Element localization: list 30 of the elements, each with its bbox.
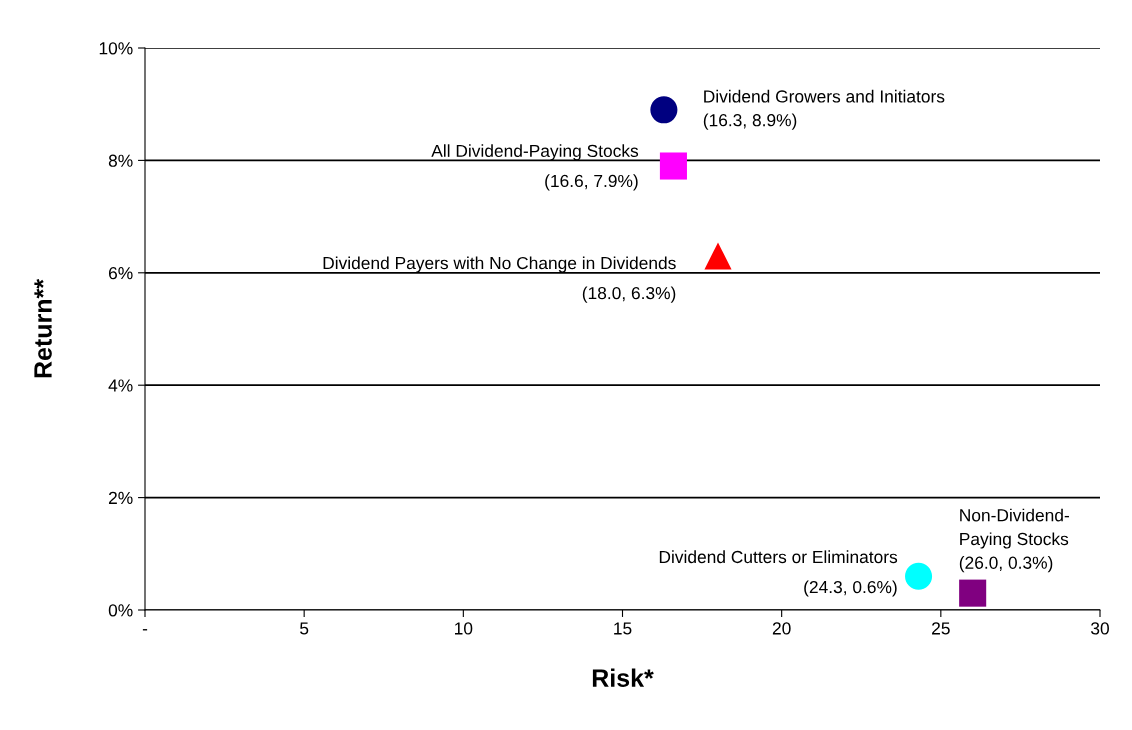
x-tick-label: 20 [772,622,791,635]
point [905,562,933,590]
x-tick-label: 10 [455,622,473,635]
y-tick-label: 4% [108,379,133,392]
y-tick-label: 0% [108,604,133,617]
data-label: (18.0, 6.3%) [582,286,676,303]
data-label: (26.0, 0.3%) [959,556,1053,573]
data-label: (16.6, 7.9%) [545,174,638,191]
series-label: Non-Dividend- Paying Stocks [960,508,1069,549]
x-axis-title: Risk* [592,668,654,687]
point [959,579,987,607]
series-label: Dividend Payers with No Change in Dividends [323,256,676,273]
point [704,242,732,270]
series-label: All Dividend-Paying Stocks [431,144,639,161]
y-axis-title: Return** [34,279,52,378]
x-tick-label: 25 [932,622,950,635]
x-tick-label: - [142,629,148,631]
x-tick-label: 15 [614,622,632,635]
y-tick-label: 8% [108,154,133,167]
x-tick-label: 30 [1091,622,1109,635]
series-label: Dividend Growers and Initiators [704,89,945,103]
y-tick-label: 6% [108,266,133,280]
data-label: (16.3, 8.9%) [703,113,797,130]
point [659,152,687,180]
series-label: Dividend Cutters or Eliminators [659,550,898,564]
data-label: (24.3, 0.6%) [804,580,897,597]
y-tick-label: 10% [99,42,133,55]
point [650,96,678,124]
x-tick-label: 5 [300,622,309,635]
y-tick-label: 2% [108,491,133,504]
